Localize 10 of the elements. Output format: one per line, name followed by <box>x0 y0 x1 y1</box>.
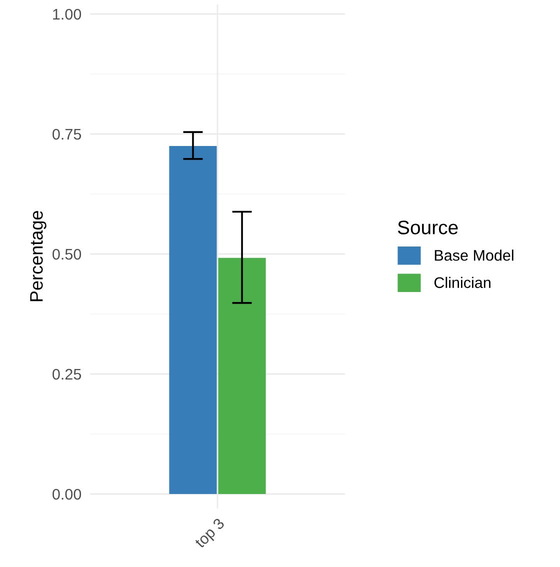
y-tick-label: 0.50 <box>52 248 82 260</box>
legend-title: Source <box>398 220 458 234</box>
y-tick-label: 0.75 <box>52 128 82 140</box>
y-tick-label: 0.25 <box>52 368 82 380</box>
y-tick-label: 0.00 <box>52 488 82 500</box>
y-axis-title: Percentage <box>30 211 46 302</box>
legend-label: Clinician <box>434 276 490 288</box>
x-tick-label: top 3 <box>194 517 228 551</box>
y-tick-label: 1.00 <box>53 8 82 20</box>
legend-label: Base Model <box>434 250 514 261</box>
